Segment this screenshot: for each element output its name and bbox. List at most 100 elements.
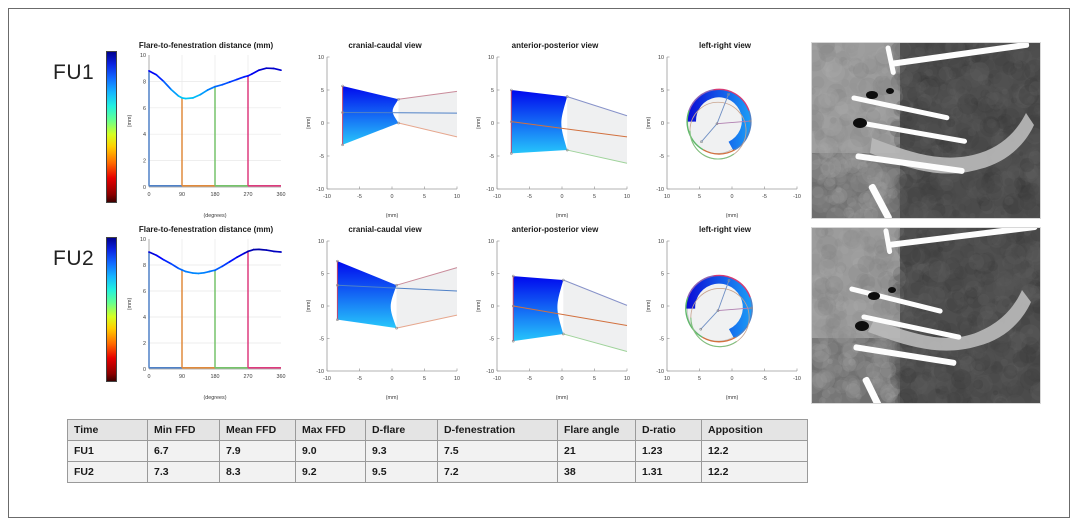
panel-ffd-fu1: Flare-to-fenestration distance (mm) 0 90 1… (121, 41, 291, 221)
figure-container: FU1 FU2 Flare-to-fenestration distance (… (8, 8, 1070, 518)
chart-ffd-fu2: 0 90 180 270 360 0 2 4 6 8 10 (degrees) (mm) (127, 237, 286, 401)
chart-lr-fu2: 10 5 0 -5 -10 -10 -5 0 5 10 (mm) (mm) (646, 239, 801, 401)
chart-cc-fu1: -10 -5 0 5 10 -10 -5 0 5 10 (mm) (mm) (306, 55, 460, 219)
svg-text:0: 0 (491, 121, 494, 127)
svg-text:0: 0 (148, 192, 151, 198)
panel-title-cc-fu1: cranial-caudal view (348, 41, 422, 50)
table-cell-0-5: 7.5 (437, 440, 558, 462)
ct-scan-fu1 (811, 42, 1041, 219)
svg-text:10: 10 (664, 194, 670, 200)
svg-text:10: 10 (318, 239, 324, 245)
panel-cranial-caudal-fu1: cranial-caudal view -10 -5 0 5 10 -10 -5 0 5 10 (m… (301, 41, 469, 221)
svg-text:-10: -10 (793, 194, 801, 200)
svg-text:5: 5 (423, 194, 426, 200)
svg-text:6: 6 (143, 106, 146, 112)
colorbar-fu2 (106, 237, 117, 382)
svg-text:-10: -10 (316, 187, 324, 193)
svg-text:(mm): (mm) (306, 300, 312, 313)
svg-text:0: 0 (391, 376, 394, 382)
svg-text:(mm): (mm) (476, 117, 482, 130)
panel-title-cc-fu2: cranial-caudal view (348, 225, 422, 234)
svg-text:-10: -10 (316, 369, 324, 375)
panel-title-ffd-fu1: Flare-to-fenestration distance (mm) (138, 41, 274, 50)
svg-text:(mm): (mm) (726, 395, 739, 401)
svg-text:180: 180 (211, 374, 220, 380)
svg-text:10: 10 (488, 55, 494, 61)
svg-text:10: 10 (624, 376, 630, 382)
svg-text:-10: -10 (656, 187, 664, 193)
table-cell-1-0: FU2 (67, 461, 148, 483)
svg-text:360: 360 (277, 374, 286, 380)
svg-text:(degrees): (degrees) (203, 213, 226, 219)
panel-ffd-fu2: Flare-to-fenestration distance (mm) 0 90 1… (121, 225, 291, 403)
svg-text:0: 0 (731, 194, 734, 200)
svg-text:2: 2 (143, 341, 146, 347)
svg-text:0: 0 (561, 376, 564, 382)
table-cell-1-4: 9.5 (365, 461, 438, 483)
svg-text:6: 6 (143, 289, 146, 295)
panel-title-ap-fu2: anterior-posterior view (511, 225, 599, 234)
svg-text:(degrees): (degrees) (203, 395, 226, 401)
svg-text:0: 0 (661, 121, 664, 127)
svg-text:0: 0 (143, 185, 146, 191)
panel-cranial-caudal-fu2: cranial-caudal view -10 -5 0 5 10 -10 -5 0 5 10 (m… (301, 225, 469, 403)
svg-text:0: 0 (321, 121, 324, 127)
svg-text:(mm): (mm) (386, 213, 399, 219)
panel-title-ffd-fu2: Flare-to-fenestration distance (mm) (138, 225, 274, 234)
svg-text:-10: -10 (656, 369, 664, 375)
svg-text:-5: -5 (319, 337, 324, 343)
svg-text:(mm): (mm) (646, 300, 652, 313)
svg-text:8: 8 (143, 263, 146, 269)
chart-ap-fu2: -10 -5 0 5 10 -10 -5 0 5 10 (mm) (mm) (476, 239, 630, 401)
svg-text:8: 8 (143, 79, 146, 85)
svg-text:10: 10 (658, 239, 664, 245)
table-header-row: Time Min FFD Mean FFD Max FFD D-flare D-fenes… (67, 419, 808, 441)
table-cell-1-3: 9.2 (295, 461, 366, 483)
svg-text:4: 4 (143, 315, 146, 321)
panel-anterior-posterior-fu2: anterior-posterior view -10 -5 0 5 10 -10 -5 0 5… (471, 225, 639, 403)
svg-text:-5: -5 (527, 376, 532, 382)
svg-text:-5: -5 (659, 337, 664, 343)
table-cell-1-8: 12.2 (701, 461, 808, 483)
svg-text:180: 180 (211, 192, 220, 198)
table-header-6: Flare angle (557, 419, 636, 441)
svg-text:(mm): (mm) (127, 115, 133, 128)
svg-text:(mm): (mm) (306, 117, 312, 130)
svg-text:10: 10 (454, 376, 460, 382)
svg-text:5: 5 (491, 88, 494, 94)
svg-text:0: 0 (143, 367, 146, 373)
svg-text:-5: -5 (489, 337, 494, 343)
svg-text:10: 10 (624, 194, 630, 200)
svg-text:-10: -10 (486, 369, 494, 375)
svg-text:5: 5 (593, 376, 596, 382)
svg-text:(mm): (mm) (127, 298, 133, 311)
row-label-fu1: FU1 (53, 61, 95, 84)
table-cell-1-1: 7.3 (147, 461, 220, 483)
svg-text:5: 5 (661, 88, 664, 94)
svg-text:5: 5 (698, 194, 701, 200)
svg-text:-10: -10 (323, 194, 331, 200)
svg-text:0: 0 (148, 374, 151, 380)
svg-text:-5: -5 (762, 194, 767, 200)
svg-text:-10: -10 (493, 194, 501, 200)
chart-ffd-fu1: 0 90 180 270 360 0 2 4 6 8 10 (degrees) (mm) (127, 53, 286, 219)
metrics-table: Time Min FFD Mean FFD Max FFD D-flare D-fenes… (67, 419, 808, 483)
svg-text:-5: -5 (319, 154, 324, 160)
panel-anterior-posterior-fu1: anterior-posterior view -10 -5 0 5 10 -10 -5 0 5… (471, 41, 639, 221)
svg-text:10: 10 (318, 55, 324, 61)
svg-text:5: 5 (321, 272, 324, 278)
table-cell-0-3: 9.0 (295, 440, 366, 462)
svg-text:2: 2 (143, 159, 146, 165)
table-header-7: D-ratio (635, 419, 702, 441)
svg-text:(mm): (mm) (556, 213, 569, 219)
table-cell-1-7: 1.31 (635, 461, 702, 483)
table-cell-0-2: 7.9 (219, 440, 296, 462)
panel-title-ap-fu1: anterior-posterior view (511, 41, 599, 50)
table-header-3: Max FFD (295, 419, 366, 441)
svg-text:(mm): (mm) (726, 213, 739, 219)
table-cell-1-6: 38 (557, 461, 636, 483)
svg-text:(mm): (mm) (646, 117, 652, 130)
svg-text:360: 360 (277, 192, 286, 198)
svg-text:5: 5 (593, 194, 596, 200)
svg-text:(mm): (mm) (476, 300, 482, 313)
